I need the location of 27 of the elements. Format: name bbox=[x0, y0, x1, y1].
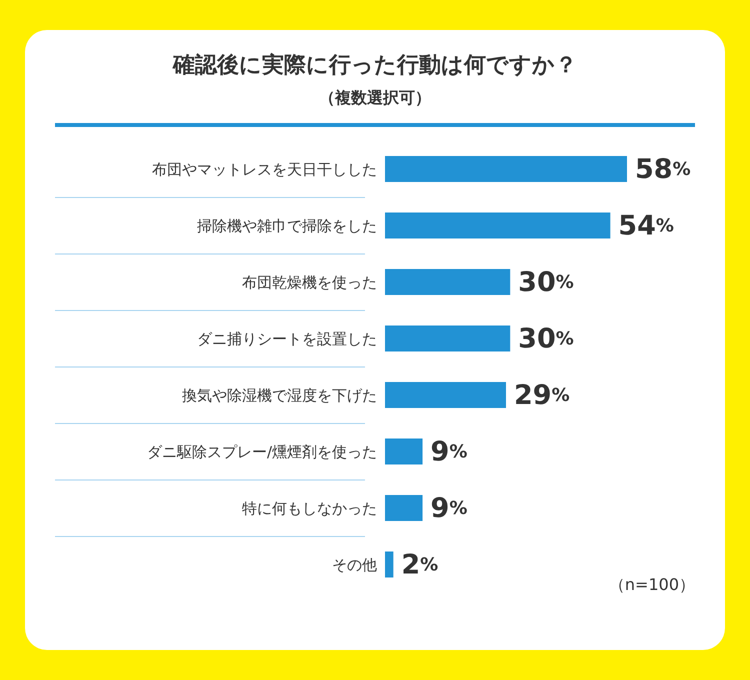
data-label: 9% bbox=[430, 436, 468, 467]
data-label: 30% bbox=[518, 266, 574, 298]
y-tick-label: 特に何もしなかった bbox=[242, 500, 377, 518]
annotation: （n=100） bbox=[608, 575, 695, 596]
y-tick-label: ダニ駆除スプレー/燻煙剤を使った bbox=[146, 443, 377, 462]
chart-title: 確認後に実際に行った行動は何ですか？ bbox=[171, 52, 578, 80]
y-tick-label: 換気や除湿機で湿度を下げた bbox=[182, 386, 377, 405]
bar bbox=[385, 382, 506, 408]
y-tick-label: その他 bbox=[332, 556, 377, 574]
data-label: 2% bbox=[401, 549, 438, 580]
data-label: 54% bbox=[618, 210, 674, 241]
bar bbox=[385, 495, 423, 521]
data-label: 29% bbox=[514, 380, 570, 410]
y-tick-label: 布団やマットレスを天日干しした bbox=[152, 160, 377, 179]
y-tick-label: 布団乾燥機を使った bbox=[242, 274, 377, 292]
y-tick-label: ダニ捕りシートを設置した bbox=[197, 330, 377, 348]
bar bbox=[385, 212, 610, 238]
data-label: 58% bbox=[635, 154, 691, 184]
bar bbox=[385, 156, 627, 182]
bar bbox=[385, 438, 423, 464]
y-tick-label: 掃除機や雑巾で掃除をした bbox=[197, 217, 377, 236]
chart-subtitle: （複数選択可） bbox=[318, 88, 432, 109]
data-label: 30% bbox=[518, 323, 574, 354]
bar bbox=[385, 269, 510, 295]
bar bbox=[385, 326, 510, 352]
bar bbox=[385, 552, 394, 578]
data-label: 9% bbox=[430, 492, 468, 524]
